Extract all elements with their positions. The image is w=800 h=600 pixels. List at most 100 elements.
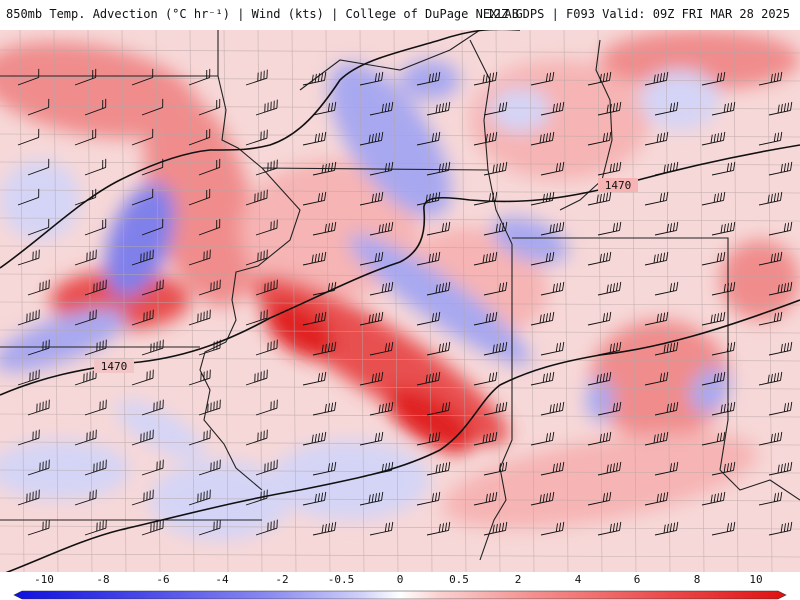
- scale-label: 6: [633, 573, 641, 586]
- wind-barb: [654, 521, 679, 536]
- wind-barb: [416, 431, 441, 446]
- wind-barb: [711, 221, 736, 236]
- wind-barb: [198, 279, 221, 296]
- wind-barb: [74, 429, 97, 446]
- wind-barb: [540, 341, 565, 356]
- wind-barb: [84, 339, 107, 356]
- wind-barb: [483, 401, 508, 416]
- contour-label-1470-b: 1470: [101, 360, 128, 373]
- wind-barb: [711, 341, 736, 356]
- wind-barb: [198, 158, 221, 176]
- wind-barb: [369, 221, 394, 236]
- warm-advection-area: [143, 92, 257, 308]
- wind-barb: [654, 221, 679, 236]
- wind-barb: [188, 188, 211, 206]
- cold-advection-area: [490, 88, 550, 132]
- wind-barb: [597, 161, 622, 176]
- county-line: [19, 29, 25, 573]
- cold-advection-area: [349, 234, 531, 366]
- border-ia-west: [199, 30, 301, 491]
- wind-barb: [426, 101, 451, 116]
- wind-barb: [426, 521, 451, 536]
- wind-barb: [597, 521, 622, 536]
- county-line: [699, 29, 705, 573]
- wind-barb: [644, 71, 669, 86]
- contour-label-bg-1: [598, 178, 638, 192]
- scale-label: -0.5: [327, 573, 355, 586]
- wind-barb: [131, 188, 154, 206]
- county-line: [393, 29, 399, 573]
- wind-barb: [654, 461, 679, 476]
- scale-label: -2: [275, 573, 289, 586]
- county-line: [0, 441, 800, 446]
- wind-barb: [473, 491, 498, 506]
- wind-barb: [198, 519, 221, 536]
- wind-barb: [540, 521, 565, 536]
- wind-barb: [644, 371, 669, 386]
- wind-barb: [768, 341, 793, 356]
- border-wi: [261, 167, 513, 245]
- wind-barb: [198, 218, 221, 236]
- wind-barb: [369, 341, 394, 356]
- wind-barb: [255, 459, 278, 476]
- border-lake-mi: [469, 39, 491, 171]
- wind-barb: [473, 251, 498, 266]
- county-line: [495, 29, 501, 573]
- wind-barb: [701, 491, 726, 506]
- contour-1470-north: [0, 28, 521, 269]
- county-line: [0, 77, 800, 82]
- wind-barb: [255, 279, 278, 296]
- wind-barb: [426, 221, 451, 236]
- wind-barb: [711, 401, 736, 416]
- wind-barb: [27, 399, 50, 416]
- wind-barb: [27, 158, 50, 176]
- wind-barb: [17, 188, 40, 206]
- wind-barb: [17, 429, 40, 446]
- county-line: [291, 29, 297, 573]
- wind-barb: [255, 99, 278, 116]
- wind-barb: [17, 128, 40, 146]
- county-line: [0, 217, 800, 222]
- wind-barb: [359, 71, 384, 86]
- county-line: [121, 29, 127, 573]
- wind-barb: [416, 311, 441, 326]
- cold-advection-area: [491, 216, 569, 264]
- wind-barb: [188, 249, 211, 266]
- county-line: [257, 29, 263, 573]
- scale-label: 0.5: [449, 573, 469, 586]
- county-line: [189, 29, 195, 573]
- cold-advection-area: [328, 62, 452, 218]
- wind-barb: [27, 519, 50, 536]
- warm-advection-area: [590, 320, 730, 440]
- wind-barb: [768, 461, 793, 476]
- wind-barb: [131, 249, 154, 266]
- wind-barb: [188, 309, 211, 326]
- wind-barb: [141, 98, 164, 116]
- wind-barb: [369, 401, 394, 416]
- wind-barb: [416, 131, 441, 146]
- scale-label: 8: [693, 573, 701, 586]
- county-line: [733, 29, 739, 573]
- wind-barb: [597, 221, 622, 236]
- county-line: [665, 29, 671, 573]
- wind-barb: [198, 459, 221, 476]
- wind-barb: [27, 279, 50, 296]
- wind-barb: [473, 371, 498, 386]
- wind-barb: [84, 459, 107, 476]
- wind-barb: [701, 191, 726, 206]
- wind-barb: [768, 221, 793, 236]
- wind-barb: [530, 71, 555, 86]
- wind-barb: [540, 461, 565, 476]
- border-il: [479, 244, 513, 561]
- contour-label-1470-a: 1470: [605, 179, 632, 192]
- county-line: [0, 273, 800, 278]
- cold-advection-area: [586, 378, 614, 422]
- wind-barb: [141, 279, 164, 296]
- scale-label: -8: [96, 573, 110, 586]
- county-line: [0, 245, 800, 250]
- wind-barb: [245, 69, 268, 86]
- wind-barb: [701, 371, 726, 386]
- wind-barb: [426, 401, 451, 416]
- border-in: [512, 237, 729, 471]
